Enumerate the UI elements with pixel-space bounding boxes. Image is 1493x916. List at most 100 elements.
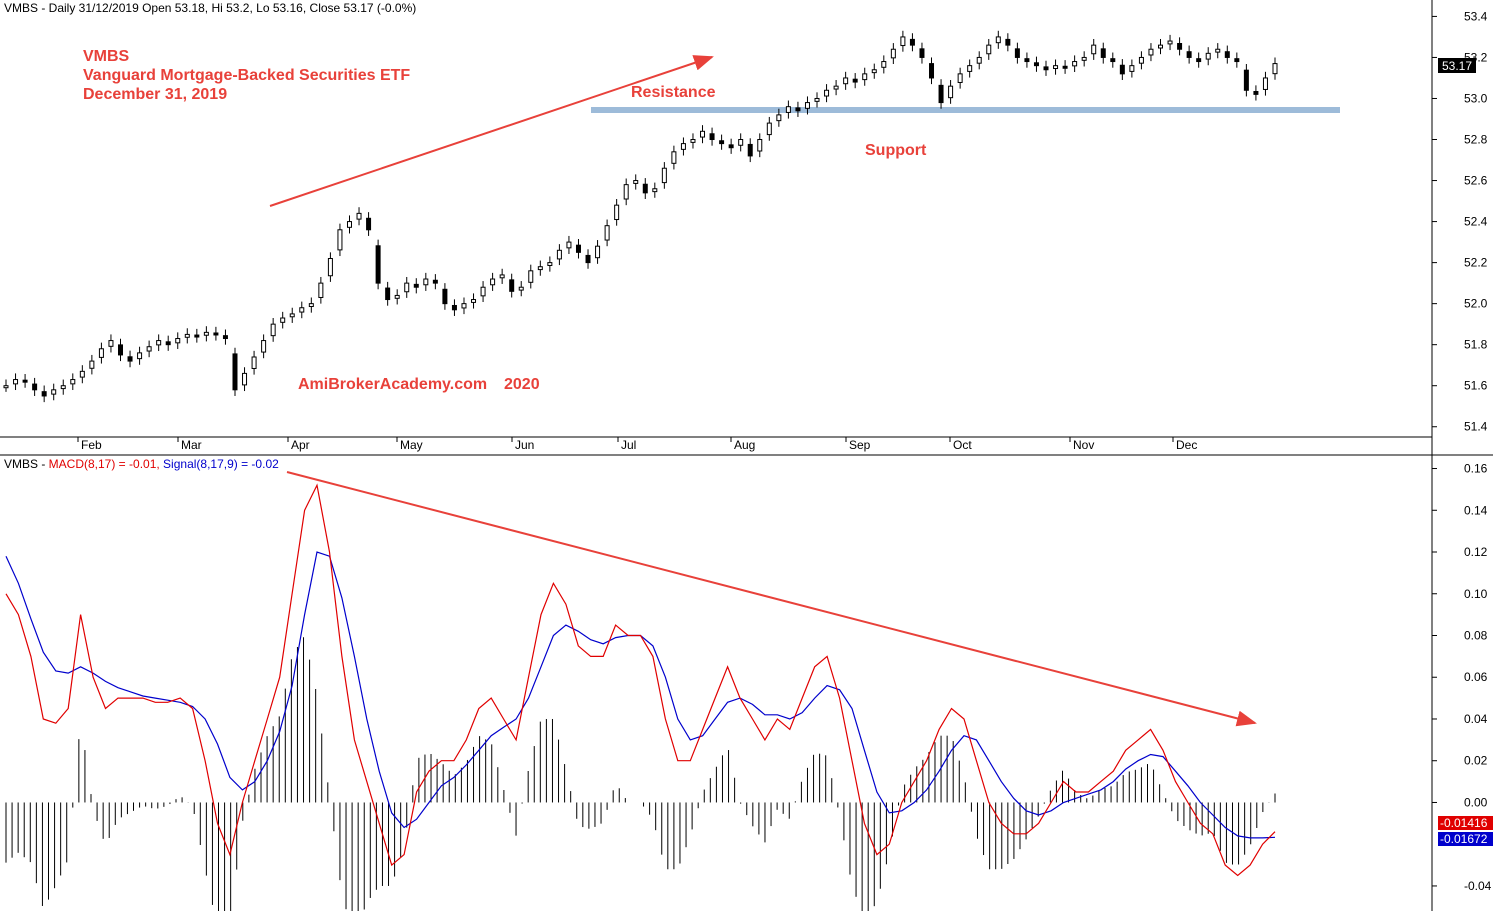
price-y-axis: 51.451.651.852.052.252.452.652.853.053.2… bbox=[1432, 9, 1488, 434]
candle-body bbox=[308, 303, 314, 308]
candle-body bbox=[203, 331, 209, 336]
macd-ytick-label: -0.04 bbox=[1464, 879, 1492, 893]
candle-body bbox=[862, 73, 868, 81]
uptrend-arrow bbox=[269, 55, 714, 207]
candle-body bbox=[680, 143, 686, 150]
candle-body bbox=[117, 344, 123, 356]
macd-ytick-label: 0.10 bbox=[1464, 587, 1488, 601]
candle-body bbox=[1100, 48, 1106, 58]
candle-body bbox=[900, 36, 906, 47]
candle-body bbox=[280, 317, 286, 323]
candle-body bbox=[404, 282, 410, 293]
candle-body bbox=[909, 38, 915, 46]
candle-body bbox=[890, 48, 896, 59]
candle-body bbox=[13, 379, 19, 385]
price-pane bbox=[0, 0, 1432, 437]
candle-body bbox=[967, 65, 973, 72]
candle-body bbox=[623, 184, 629, 200]
candle-body bbox=[537, 266, 543, 271]
candle-body bbox=[919, 48, 925, 58]
candle-body bbox=[423, 278, 429, 286]
candle-body bbox=[700, 130, 706, 138]
candle-body bbox=[346, 221, 352, 228]
candle-body bbox=[766, 122, 772, 136]
candle-body bbox=[614, 204, 620, 221]
xtick-label: Aug bbox=[734, 438, 755, 452]
last-price-text: 53.17 bbox=[1442, 59, 1472, 73]
candle-body bbox=[79, 370, 85, 378]
candle-body bbox=[1062, 65, 1068, 69]
x-axis: Feb Mar Apr May Jun Jul Aug Sep Oct Nov Dec bbox=[77, 437, 1197, 452]
macd-value-text: -0.01416 bbox=[1440, 816, 1488, 830]
candle-body bbox=[976, 56, 982, 64]
candle-body bbox=[451, 304, 457, 311]
candle-body bbox=[719, 140, 725, 145]
price-ytick-label: 51.6 bbox=[1464, 379, 1488, 393]
candle-body bbox=[60, 385, 66, 390]
candle-body bbox=[1205, 52, 1211, 60]
candle-body bbox=[499, 274, 505, 279]
candle-body bbox=[1158, 44, 1164, 49]
xtick-label: Jul bbox=[621, 438, 636, 452]
candle-body bbox=[671, 151, 677, 164]
candle-body bbox=[1072, 61, 1078, 67]
price-ytick-label: 52.8 bbox=[1464, 133, 1488, 147]
xtick-label: Feb bbox=[81, 438, 102, 452]
candle-body bbox=[833, 85, 839, 90]
candle-body bbox=[575, 244, 581, 253]
price-ytick-label: 51.8 bbox=[1464, 338, 1488, 352]
macd-header-label: MACD(8,17) = -0.01, bbox=[49, 457, 163, 471]
candle-body bbox=[146, 346, 152, 352]
candle-body bbox=[642, 183, 648, 194]
resistance-label: Resistance bbox=[631, 84, 716, 101]
candle-body bbox=[871, 69, 877, 74]
candle-body bbox=[1005, 38, 1011, 46]
macd-header: VMBS - MACD(8,17) = -0.01, Signal(8,17,9… bbox=[4, 457, 279, 471]
candle-body bbox=[175, 338, 181, 344]
candle-body bbox=[1215, 48, 1221, 53]
candle-body bbox=[1234, 58, 1240, 63]
candle-body bbox=[1033, 62, 1039, 67]
candle-body bbox=[814, 97, 820, 102]
xtick-label: Nov bbox=[1073, 438, 1094, 452]
candle-body bbox=[1138, 56, 1144, 64]
price-ytick-label: 52.6 bbox=[1464, 174, 1488, 188]
title-line-2: Vanguard Mortgage-Backed Securities ETF bbox=[83, 67, 410, 84]
candle-body bbox=[852, 78, 858, 83]
candle-body bbox=[566, 241, 572, 249]
candle-body bbox=[471, 299, 477, 303]
candle-body bbox=[1253, 91, 1259, 95]
candle-body bbox=[1110, 58, 1116, 63]
price-ytick-label: 53.4 bbox=[1464, 9, 1488, 23]
support-band bbox=[591, 107, 1340, 113]
candle-body bbox=[385, 287, 391, 301]
macd-ytick-label: 0.06 bbox=[1464, 670, 1488, 684]
price-ytick-label: 52.2 bbox=[1464, 256, 1488, 270]
candle-body bbox=[490, 278, 496, 286]
candle-body bbox=[957, 73, 963, 83]
candle-body bbox=[528, 270, 534, 283]
candle-body bbox=[995, 36, 1001, 44]
candle-body bbox=[986, 44, 992, 55]
macd-header-prefix: VMBS - bbox=[4, 457, 49, 471]
candle-body bbox=[747, 143, 753, 157]
candle-body bbox=[938, 84, 944, 104]
candle-body bbox=[518, 286, 524, 291]
xtick-label: Oct bbox=[953, 438, 972, 452]
signal-value-badge bbox=[1438, 832, 1493, 846]
candle-body bbox=[98, 348, 104, 358]
candle-body bbox=[929, 63, 935, 79]
candle-body bbox=[509, 279, 515, 292]
candle-body bbox=[337, 229, 343, 251]
candle-body bbox=[1167, 40, 1173, 45]
candle-body bbox=[547, 262, 553, 266]
macd-ytick-label: 0.14 bbox=[1464, 503, 1488, 517]
candle-body bbox=[1129, 65, 1135, 72]
price-ytick-label: 51.4 bbox=[1464, 420, 1488, 434]
candle-body bbox=[89, 360, 95, 369]
candle-body bbox=[785, 106, 791, 113]
candle-body bbox=[108, 340, 114, 347]
candle-body bbox=[585, 254, 591, 264]
candle-body bbox=[32, 383, 38, 391]
